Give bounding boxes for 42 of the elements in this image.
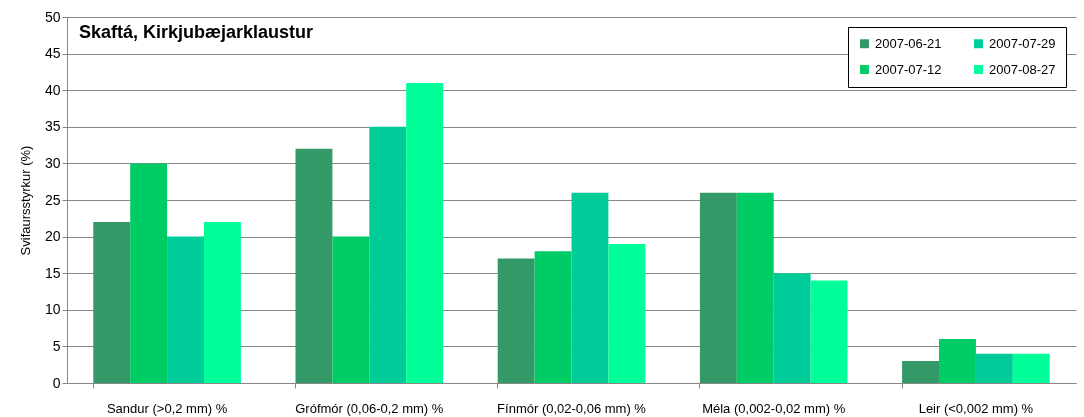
legend-label: 2007-07-12 [875, 61, 942, 77]
bar [699, 192, 737, 383]
bar [295, 148, 333, 383]
bar [167, 236, 204, 383]
x-tick-label: Sandur (>0,2 mm) % [106, 400, 228, 416]
y-axis-title: Svifaursstyrkur (%) [17, 145, 33, 256]
y-tick-label: 50 [44, 8, 61, 25]
bar [332, 236, 370, 383]
bar [975, 353, 1013, 383]
x-tick-label: Méla (0,002-0,02 mm) % [702, 400, 846, 416]
bar [571, 192, 609, 383]
y-tick-label: 40 [44, 81, 61, 98]
y-tick-label: 25 [44, 191, 61, 208]
bar [93, 221, 131, 383]
y-tick-label: 15 [44, 264, 61, 281]
bar [534, 251, 572, 383]
bar [773, 273, 811, 383]
legend-label: 2007-07-29 [989, 35, 1056, 51]
bar [369, 126, 407, 383]
bar [203, 221, 241, 383]
bar [902, 361, 940, 383]
x-tick-label: Leir (<0,002 mm) % [918, 400, 1034, 416]
y-tick-label: 45 [44, 45, 61, 62]
bar [810, 280, 848, 383]
legend-label: 2007-08-27 [989, 61, 1056, 77]
bar [608, 243, 646, 383]
bar [497, 258, 535, 383]
y-tick-label: 35 [44, 118, 61, 135]
y-tick-label: 20 [44, 228, 61, 245]
y-tick-label: 0 [52, 374, 61, 391]
y-tick-label: 30 [44, 154, 61, 171]
bar [1012, 353, 1050, 383]
y-tick-label: 5 [52, 337, 61, 354]
legend-label: 2007-06-21 [875, 35, 942, 51]
x-tick-label: Fínmór (0,02-0,06 mm) % [497, 400, 647, 416]
y-tick-label: 10 [44, 301, 61, 318]
bar [939, 339, 976, 383]
bar [406, 82, 444, 383]
bar [736, 192, 774, 383]
chart-title: Skaftá, Kirkjubæjarklaustur [79, 22, 314, 42]
x-tick-label: Grófmór (0,06-0,2 mm) % [295, 400, 444, 416]
bar [130, 163, 168, 383]
